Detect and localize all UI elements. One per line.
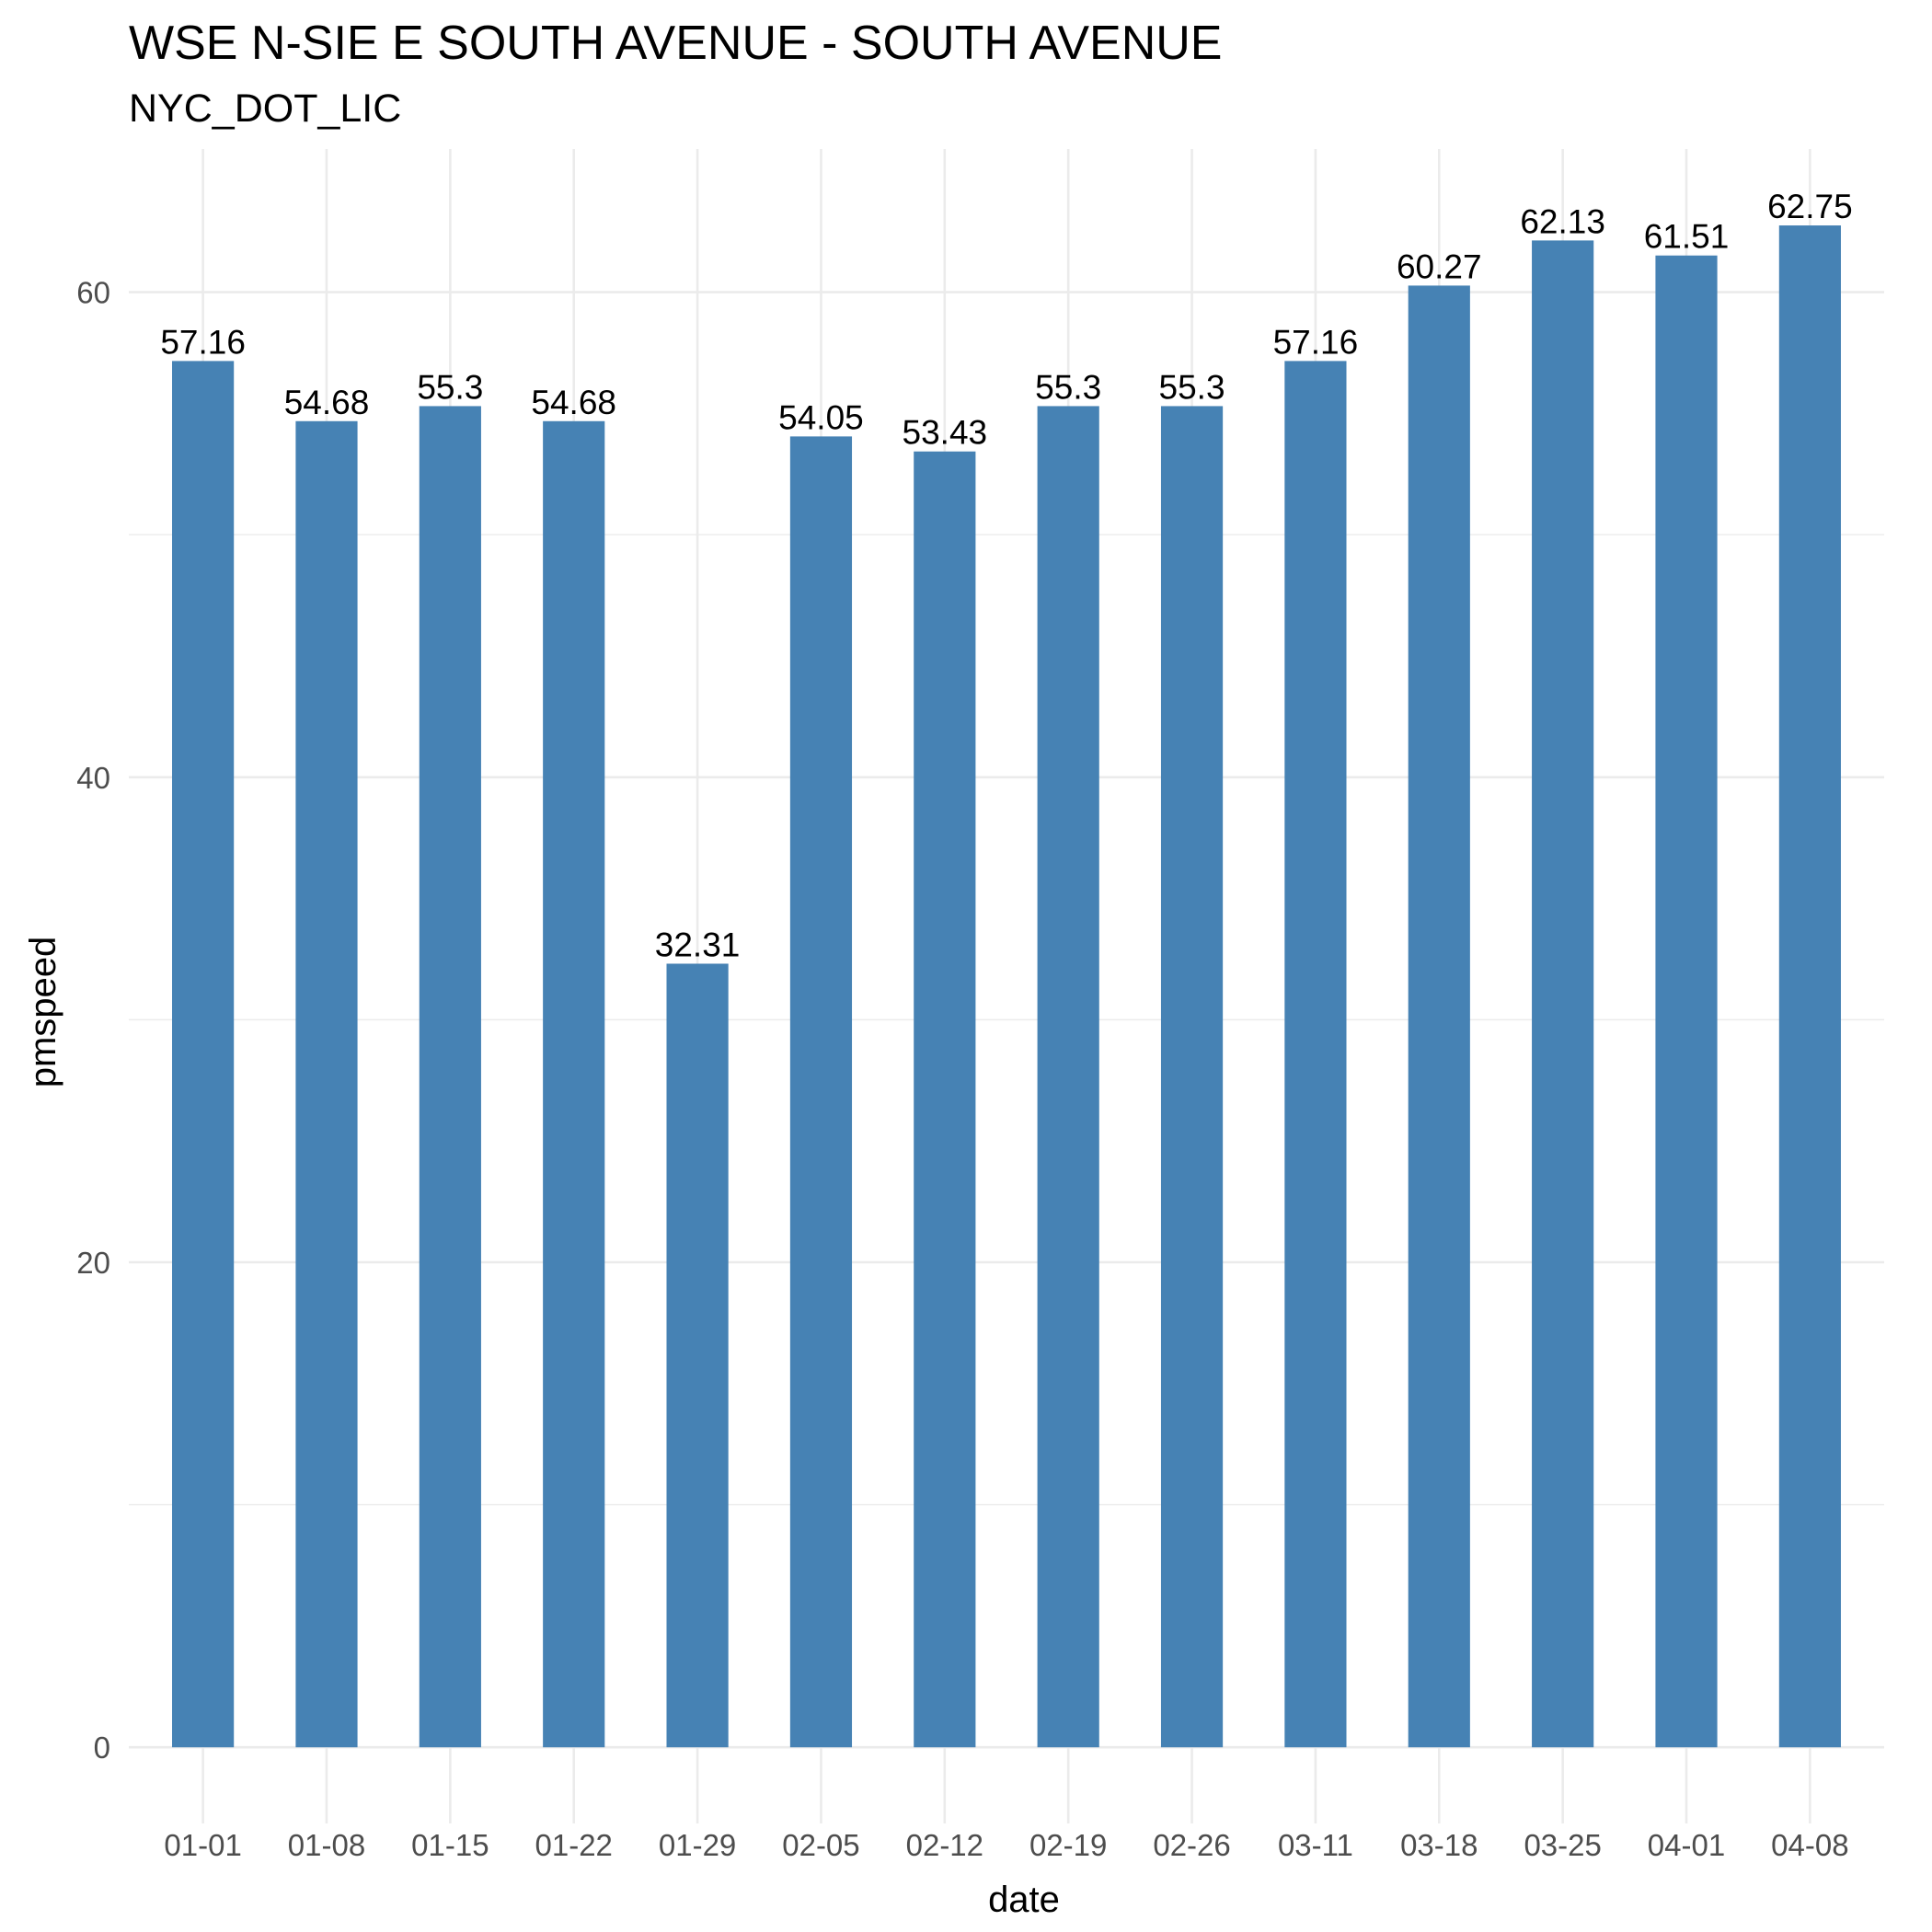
data-label: 55.3 <box>417 368 483 406</box>
x-axis-title: date <box>988 1880 1060 1920</box>
y-tick-label: 20 <box>76 1246 110 1280</box>
x-tick-label: 02-26 <box>1153 1828 1230 1862</box>
x-tick-label: 01-08 <box>288 1828 365 1862</box>
x-tick-label: 01-22 <box>535 1828 613 1862</box>
bar <box>1655 255 1718 1748</box>
bar <box>1284 361 1347 1748</box>
data-label: 62.75 <box>1767 188 1853 225</box>
y-axis-ticks: 0 20 40 60 <box>76 276 110 1765</box>
data-label: 54.68 <box>531 384 616 421</box>
bar <box>789 436 853 1748</box>
bar <box>419 406 481 1748</box>
x-tick-label: 02-05 <box>782 1828 859 1862</box>
data-label: 54.05 <box>778 398 864 436</box>
x-tick-label: 04-08 <box>1771 1828 1848 1862</box>
y-axis-title: pmspeed <box>23 937 63 1088</box>
data-label: 53.43 <box>903 414 988 452</box>
x-tick-label: 03-25 <box>1524 1828 1601 1862</box>
x-tick-label: 04-01 <box>1648 1828 1725 1862</box>
data-label: 60.27 <box>1397 247 1482 285</box>
x-tick-label: 03-18 <box>1400 1828 1478 1862</box>
y-tick-label: 0 <box>94 1731 110 1765</box>
data-label: 57.16 <box>1273 323 1359 361</box>
bar <box>172 361 235 1748</box>
bars <box>172 225 1841 1748</box>
y-tick-label: 60 <box>76 276 110 310</box>
bar <box>1532 240 1594 1748</box>
x-tick-label: 01-15 <box>411 1828 489 1862</box>
x-tick-label: 01-29 <box>659 1828 736 1862</box>
bar <box>1408 285 1470 1748</box>
x-tick-label: 02-12 <box>906 1828 983 1862</box>
x-tick-label: 02-19 <box>1029 1828 1107 1862</box>
bar <box>295 420 358 1748</box>
bar <box>1037 406 1099 1748</box>
bar <box>1160 406 1224 1748</box>
bar <box>666 963 729 1748</box>
y-tick-label: 40 <box>76 761 110 795</box>
chart-title: WSE N-SIE E SOUTH AVENUE - SOUTH AVENUE <box>129 17 1222 70</box>
x-tick-label: 01-01 <box>164 1828 241 1862</box>
data-label: 61.51 <box>1644 218 1730 256</box>
data-labels: 57.16 54.68 55.3 54.68 32.31 54.05 53.43 55.3 55… <box>160 188 1852 963</box>
data-label: 32.31 <box>655 926 741 963</box>
data-label: 55.3 <box>1159 368 1225 406</box>
bar <box>914 451 976 1748</box>
data-label: 54.68 <box>284 384 370 421</box>
bar <box>543 420 605 1748</box>
chart-subtitle: NYC_DOT_LIC <box>129 86 401 131</box>
data-label: 57.16 <box>160 323 246 361</box>
data-label: 62.13 <box>1520 202 1605 240</box>
x-axis-ticks: 01-01 01-08 01-15 01-22 01-29 02-05 02-12 02-19… <box>164 1828 1848 1862</box>
bar <box>1778 225 1841 1748</box>
x-tick-label: 03-11 <box>1278 1828 1353 1862</box>
data-label: 55.3 <box>1035 368 1101 406</box>
